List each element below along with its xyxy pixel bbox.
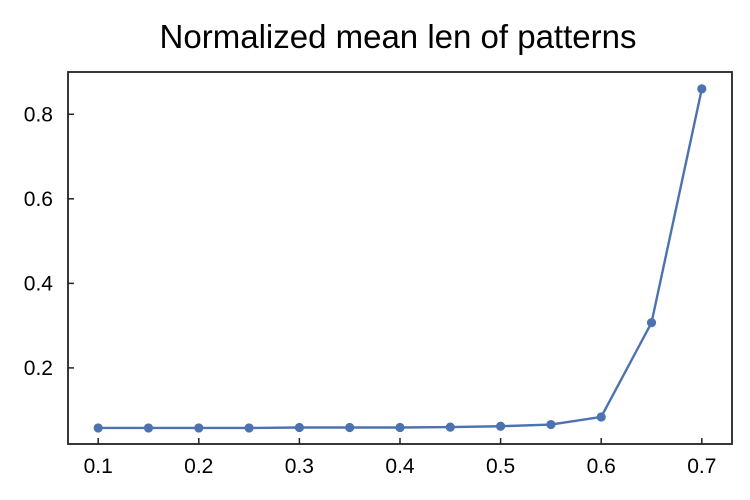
data-point	[445, 422, 455, 432]
x-tick-label: 0.1	[84, 455, 113, 478]
series-line	[98, 88, 703, 430]
y-tick-label: 0.8	[24, 103, 53, 126]
data-point	[697, 84, 707, 94]
data-point	[194, 423, 204, 433]
x-tick-label: 0.3	[285, 455, 314, 478]
data-point	[646, 318, 657, 328]
x-tick-label: 0.2	[184, 455, 213, 478]
data-point	[546, 419, 556, 430]
y-tick-label: 0.6	[24, 188, 53, 211]
axis-ticks: 0.1 0.2 0.3 0.4 0.5 0.6 0.7 0.2 0.4 0.6 0.8	[24, 103, 717, 478]
data-point	[294, 422, 304, 433]
data-point	[93, 423, 103, 433]
x-tick-label: 0.5	[486, 455, 515, 478]
data-point	[143, 423, 154, 433]
plot-frame	[67, 71, 733, 445]
data-point	[596, 412, 606, 422]
data-point	[345, 422, 355, 433]
x-tick-label: 0.4	[385, 455, 415, 478]
series-layer	[93, 84, 707, 433]
y-tick-label: 0.4	[24, 272, 54, 295]
data-point	[496, 421, 506, 431]
x-tick-label: 0.6	[587, 455, 616, 478]
x-tick-label: 0.7	[687, 455, 716, 478]
y-tick-label: 0.2	[24, 357, 53, 380]
chart-title: Normalized mean len of patterns	[160, 18, 637, 55]
data-point	[244, 423, 254, 433]
data-point	[395, 422, 405, 433]
